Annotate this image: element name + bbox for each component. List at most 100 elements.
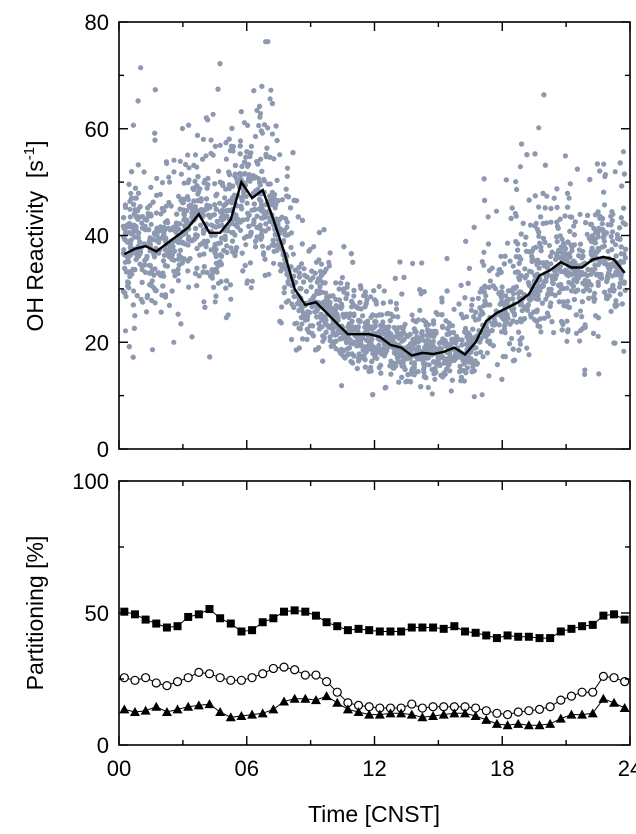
scatter-point bbox=[554, 234, 560, 240]
scatter-point bbox=[139, 279, 145, 285]
scatter-point bbox=[516, 260, 522, 266]
scatter-point bbox=[202, 206, 208, 212]
scatter-point bbox=[214, 218, 220, 224]
scatter-point bbox=[378, 370, 384, 376]
scatter-point bbox=[175, 311, 181, 317]
scatter-point bbox=[516, 347, 522, 353]
scatter-point bbox=[139, 220, 145, 226]
scatter-point bbox=[148, 221, 154, 227]
scatter-point bbox=[554, 239, 560, 245]
scatter-point bbox=[341, 333, 347, 339]
square-marker bbox=[407, 623, 416, 632]
scatter-point bbox=[570, 283, 577, 289]
scatter-point bbox=[328, 305, 334, 311]
scatter-point bbox=[166, 247, 172, 253]
scatter-point bbox=[192, 178, 198, 184]
triangle-marker bbox=[332, 697, 343, 707]
scatter-point bbox=[256, 123, 262, 129]
scatter-points bbox=[120, 39, 629, 400]
scatter-point bbox=[413, 338, 419, 344]
scatter-point bbox=[371, 324, 377, 330]
scatter-point bbox=[272, 205, 278, 211]
scatter-point bbox=[466, 265, 472, 271]
scatter-point bbox=[612, 302, 618, 308]
scatter-point bbox=[462, 295, 468, 301]
scatter-point bbox=[439, 312, 445, 318]
scatter-point bbox=[130, 302, 136, 308]
scatter-point bbox=[152, 130, 158, 136]
scatter-point bbox=[619, 183, 625, 189]
scatter-point bbox=[617, 225, 623, 231]
scatter-point bbox=[222, 233, 228, 239]
scatter-point bbox=[589, 269, 596, 275]
scatter-point bbox=[547, 303, 553, 309]
scatter-point bbox=[617, 280, 623, 286]
scatter-point bbox=[536, 265, 542, 271]
scatter-point bbox=[301, 279, 307, 285]
scatter-point bbox=[155, 270, 162, 276]
scatter-point bbox=[396, 379, 402, 385]
scatter-point bbox=[210, 111, 216, 117]
scatter-point bbox=[583, 220, 589, 226]
scatter-point bbox=[570, 261, 577, 267]
scatter-point bbox=[237, 170, 243, 177]
scatter-point bbox=[611, 287, 617, 293]
scatter-point bbox=[577, 308, 584, 314]
triangle-marker bbox=[502, 720, 513, 730]
scatter-point bbox=[607, 287, 613, 294]
scatter-point bbox=[135, 234, 141, 241]
scatter-point bbox=[262, 256, 268, 262]
scatter-point bbox=[215, 280, 222, 286]
scatter-point bbox=[237, 138, 244, 144]
scatter-point bbox=[556, 247, 562, 254]
scatter-point bbox=[255, 161, 261, 167]
scatter-point bbox=[584, 231, 590, 237]
scatter-point bbox=[203, 196, 210, 202]
scatter-point bbox=[192, 152, 199, 158]
scatter-point bbox=[420, 317, 427, 323]
scatter-point bbox=[308, 284, 314, 290]
scatter-point bbox=[306, 329, 312, 335]
scatter-point bbox=[316, 326, 322, 332]
scatter-point bbox=[310, 323, 316, 329]
scatter-point bbox=[126, 344, 132, 350]
square-marker bbox=[524, 632, 533, 641]
scatter-point bbox=[194, 183, 200, 189]
square-marker bbox=[141, 615, 150, 624]
circle-marker bbox=[364, 702, 374, 712]
scatter-point bbox=[257, 182, 263, 188]
scatter-point bbox=[443, 318, 449, 324]
scatter-point bbox=[554, 219, 560, 225]
scatter-point bbox=[263, 151, 269, 157]
scatter-point bbox=[292, 267, 298, 273]
scatter-point bbox=[292, 321, 298, 327]
triangle-marker bbox=[215, 707, 226, 716]
scatter-point bbox=[481, 289, 487, 295]
circle-marker bbox=[471, 703, 481, 713]
scatter-point bbox=[235, 216, 241, 222]
square-marker bbox=[226, 619, 235, 628]
square-marker bbox=[258, 618, 267, 627]
circle-marker bbox=[290, 665, 300, 675]
scatter-point bbox=[267, 181, 273, 187]
scatter-point bbox=[149, 283, 155, 289]
scatter-point bbox=[122, 236, 128, 243]
scatter-point bbox=[145, 205, 151, 211]
scatter-point bbox=[134, 208, 141, 214]
scatter-point bbox=[505, 288, 512, 294]
scatter-point bbox=[539, 300, 546, 306]
scatter-point bbox=[263, 39, 269, 45]
triangle-marker bbox=[470, 710, 481, 720]
scatter-point bbox=[171, 268, 177, 274]
scatter-point bbox=[343, 295, 349, 302]
scatter-point bbox=[517, 302, 524, 308]
scatter-point bbox=[518, 231, 524, 237]
scatter-point bbox=[224, 278, 230, 284]
scatter-point bbox=[269, 131, 275, 137]
scatter-point bbox=[589, 252, 595, 258]
scatter-point bbox=[305, 309, 311, 315]
triangle-marker bbox=[321, 691, 332, 701]
scatter-point bbox=[208, 247, 214, 253]
scatter-point bbox=[125, 280, 132, 286]
scatter-point bbox=[284, 165, 291, 171]
